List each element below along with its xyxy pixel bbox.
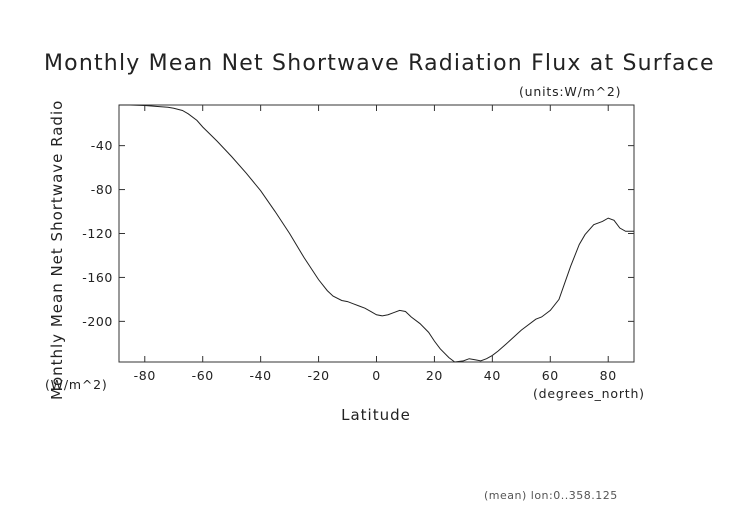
x-tick-label: 20 xyxy=(426,368,443,383)
x-tick-label: 80 xyxy=(600,368,617,383)
x-tick-label: 60 xyxy=(542,368,559,383)
y-tick-label: -120 xyxy=(82,226,113,241)
chart-title: Monthly Mean Net Shortwave Radiation Flu… xyxy=(44,51,715,76)
plot-frame xyxy=(118,104,635,363)
units-note: (units:W/m^2) xyxy=(519,84,621,99)
y-axis-units: (W/m^2) xyxy=(45,377,108,392)
series-line xyxy=(119,104,634,363)
y-axis-label: Monthly Mean Net Shortwave Radio xyxy=(48,100,66,400)
x-tick-label: -20 xyxy=(307,368,329,383)
x-axis-units: (degrees_north) xyxy=(533,386,645,401)
x-tick-label: -60 xyxy=(192,368,214,383)
x-axis-ticks: -80 -60 -40 -20 0 20 40 60 80 xyxy=(134,105,617,383)
y-tick-label: -200 xyxy=(82,314,113,329)
y-tick-label: -40 xyxy=(91,138,113,153)
x-axis-label: Latitude xyxy=(341,406,411,424)
y-tick-label: -80 xyxy=(91,182,113,197)
x-tick-label: 40 xyxy=(484,368,501,383)
x-tick-label: 0 xyxy=(372,368,381,383)
x-tick-label: -40 xyxy=(250,368,272,383)
footnote: (mean) lon:0..358.125 xyxy=(484,489,618,502)
y-axis-ticks: -40 -80 -120 -160 -200 xyxy=(82,138,634,329)
y-tick-label: -160 xyxy=(82,270,113,285)
x-tick-label: -80 xyxy=(134,368,156,383)
